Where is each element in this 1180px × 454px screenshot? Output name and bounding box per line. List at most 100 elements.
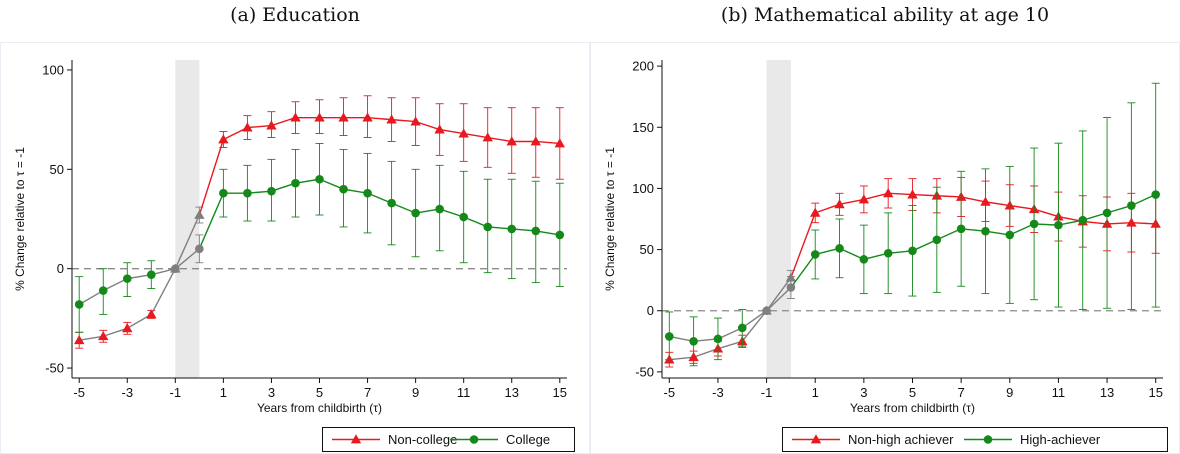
chart-b-non-high-achiever-line-segment [912, 193, 937, 197]
chart-a-non-college-point [362, 112, 373, 122]
chart-b-high-achiever-line-segment [912, 239, 938, 252]
chart-b-non-high-achiever-line-segment [1009, 204, 1035, 210]
chart-b-high-achiever-point [1127, 201, 1136, 210]
chart-a-x-axis-label: Years from childbirth (τ) [257, 401, 382, 415]
chart-b-shaded-band [766, 60, 791, 378]
chart-b-legend-high-achiever-label: High-achiever [1020, 432, 1101, 447]
chart-a-non-college-line-segment [463, 132, 488, 139]
chart-a-x-tick-label: 13 [504, 385, 518, 400]
chart-a-y-tick-label: 0 [57, 261, 64, 276]
chart-a-non-college-line-segment [415, 120, 440, 131]
chart-b-y-tick-label: 50 [640, 242, 654, 257]
chart-a-college-line-segment [78, 289, 104, 306]
chart-b-non-high-achiever-point [810, 207, 821, 217]
chart-a-non-college-line-segment [367, 116, 392, 121]
chart-a-non-college-line-segment [439, 128, 464, 135]
chart-a-legend-non-college-marker [350, 434, 362, 444]
chart-a-non-college-point [530, 136, 541, 146]
chart-a-college-point [459, 212, 468, 222]
chart-b-high-achiever-point [810, 250, 820, 259]
chart-b-legend: Non-high achiever High-achiever [782, 427, 1168, 452]
chart-a-non-college-point [218, 134, 229, 144]
chart-a-x-tick-label: 7 [364, 385, 371, 400]
chart-b-non-high-achiever-point [858, 194, 870, 204]
chart-b-high-achiever-line-segment [717, 327, 743, 340]
chart-b-high-achiever-line-segment [839, 247, 865, 260]
chart-a-x-tick-label: 9 [412, 385, 419, 400]
chart-b-non-high-achiever-point [834, 199, 845, 209]
chart-b-non-high-achiever-line-segment [985, 201, 1010, 207]
chart-b-high-achiever-point [981, 226, 990, 236]
chart-b-x-tick-label: 15 [1148, 385, 1162, 400]
chart-a-non-college-point [410, 116, 421, 126]
chart-a-college-point [363, 188, 372, 198]
chart-b-x-tick-label: 1 [812, 385, 819, 400]
chart-b-high-achiever-line-segment [766, 286, 792, 312]
chart-a-legend-college-marker [469, 435, 479, 444]
chart-b-high-achiever-point [1029, 219, 1039, 229]
chart-b-high-achiever-line-segment [1131, 193, 1156, 207]
chart-b-x-tick-label: 13 [1100, 385, 1114, 400]
chart-a-college-line-segment [198, 192, 225, 250]
chart-a-non-college-line-segment [487, 136, 512, 143]
chart-b-non-high-achiever-line-segment [1082, 220, 1108, 225]
chart-b-y-tick-label: 0 [647, 303, 654, 318]
chart-a-non-college-point [74, 335, 85, 345]
chart-a-y-axis-label: % Change relative to τ = -1 [13, 147, 27, 291]
chart-a-college-point [315, 174, 324, 184]
chart-a-x-tick-label: -3 [121, 385, 133, 400]
chart-b-high-achiever-point [1102, 208, 1112, 218]
chart-a-legend-non-college-label: Non-college [388, 432, 457, 447]
chart-b-high-achiever-point [737, 323, 747, 333]
chart-b-high-achiever-point [908, 246, 917, 256]
chart-b-non-high-achiever-line-segment [766, 277, 792, 312]
chart-b-frame [590, 42, 1180, 454]
chart-b-x-tick-label: 7 [958, 385, 965, 400]
chart-a-college-point [74, 300, 84, 309]
chart-a-y-tick-label: 50 [50, 162, 64, 177]
chart-a-college-point [411, 208, 420, 218]
chart-b-high-achiever-point [664, 332, 674, 341]
chart-a-non-college-point [386, 114, 397, 124]
chart-b-high-achiever-line-segment [936, 228, 962, 241]
chart-a-non-college-line-segment [198, 139, 225, 216]
chart-b-non-high-achiever-line-segment [961, 196, 986, 203]
chart-a-college-point [98, 286, 108, 295]
chart-b-high-achiever-line-segment [741, 310, 767, 329]
chart-b-non-high-achiever-line-segment [669, 356, 694, 361]
chart-a-college-point [339, 184, 348, 194]
chart-a-college-line-segment [463, 216, 488, 228]
chart-b-legend-non-high-achiever-label: Non-high achiever [848, 432, 954, 447]
chart-b-y-tick-label: -50 [635, 364, 654, 379]
chart-b-non-high-achiever-line-segment [741, 310, 768, 342]
chart-b-x-tick-label: 5 [909, 385, 916, 400]
chart-a-non-college-point [506, 136, 517, 146]
chart-b-high-achiever-point [932, 235, 942, 245]
chart-a-non-college-point [98, 331, 109, 341]
chart-b-high-achiever-point [883, 248, 893, 258]
chart-a-non-college-point [434, 124, 445, 134]
chart-b-high-achiever-point [689, 337, 698, 346]
chart-a-college-point [555, 230, 565, 240]
chart-b-x-tick-label: 11 [1052, 385, 1066, 400]
chart-b-x-tick-label: 3 [860, 385, 867, 400]
chart-b-high-achiever-line-segment [790, 254, 816, 288]
chart-b-high-achiever-point [762, 306, 771, 316]
chart-b-non-high-achiever-line-segment [936, 195, 962, 198]
chart-b-high-achiever-line-segment [1009, 223, 1035, 236]
chart-a-non-college-point [554, 138, 565, 148]
chart-a-non-college-point [194, 209, 205, 219]
chart-a-college-point [483, 222, 493, 232]
chart-b-high-achiever-point [1054, 220, 1063, 230]
chart-b-non-high-achiever-line-segment [717, 340, 743, 350]
chart-a-non-college-line-segment [150, 268, 176, 315]
chart-a-legend-college-label: College [506, 432, 550, 447]
chart-a-college-point [267, 186, 276, 196]
chart-b-x-axis-label: Years from childbirth (τ) [850, 401, 975, 415]
chart-b-non-high-achiever-line-segment [814, 203, 840, 214]
chart-a-college-point [291, 178, 300, 188]
chart-b-x-tick-label: -1 [761, 385, 773, 400]
chart-a-college-point [531, 226, 541, 236]
chart-b-title: (b) Mathematical ability at age 10 [720, 4, 1050, 26]
